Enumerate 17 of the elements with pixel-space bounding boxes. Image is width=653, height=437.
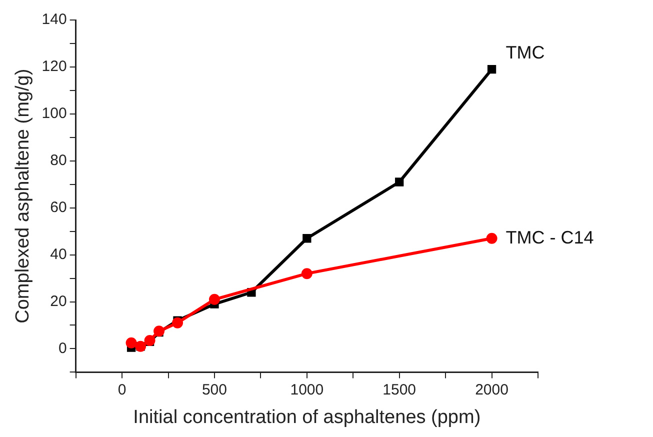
y-tick-label: 0 [58, 340, 67, 357]
y-axis-title: Complexed asphaltene (mg/g) [12, 68, 34, 324]
x-tick-label: 0 [118, 381, 126, 398]
x-tick-label: 2000 [475, 381, 508, 398]
y-tick-label: 140 [42, 11, 67, 28]
x-tick-label: 1000 [290, 381, 324, 398]
y-tick-label: 40 [50, 246, 67, 263]
y-tick-label: 100 [42, 105, 67, 122]
y-tick-label: 60 [50, 198, 67, 216]
y-tick-label: 20 [50, 292, 67, 310]
series-label: TMC [506, 42, 545, 62]
x-tick-label: 500 [202, 381, 227, 398]
x-tick-label: 1500 [382, 381, 416, 398]
x-axis-title: Initial concentration of asphaltenes (ppm) [133, 406, 481, 428]
y-tick-label: 80 [50, 152, 67, 170]
series-label: TMC - C14 [506, 227, 594, 248]
y-tick-label: 120 [42, 58, 67, 76]
